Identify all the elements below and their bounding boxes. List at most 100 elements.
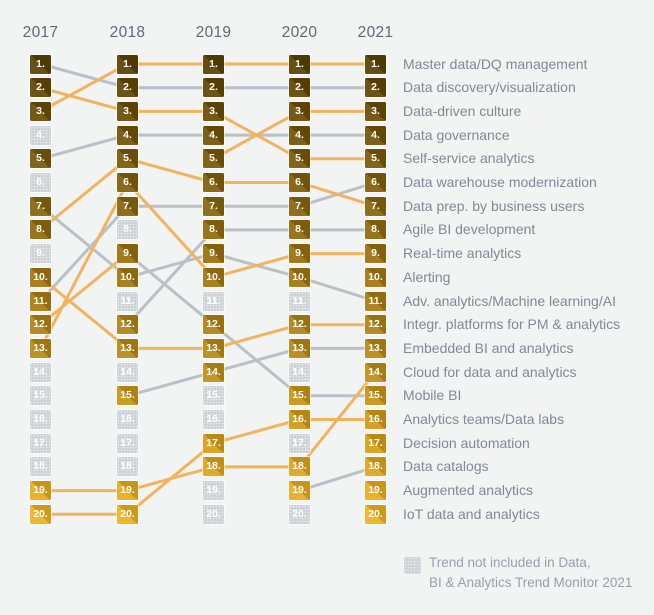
- rank-number: 5.: [36, 152, 45, 165]
- rank-box-2020-7: 7.: [289, 196, 310, 216]
- rank-box-2021-11: 11.: [365, 291, 386, 311]
- rank-number: 6.: [295, 176, 304, 188]
- rank-box-2020-6: 6.: [289, 173, 310, 192]
- rank-box-2021-10: 10.: [365, 267, 386, 287]
- rank-box-2020-20: 20.: [289, 504, 310, 524]
- trend-label-18: Data catalogs: [403, 458, 489, 475]
- rank-box-2021-6: 6.: [365, 173, 386, 192]
- rank-number: 9.: [371, 247, 380, 260]
- rank-box-2019-16: 16.: [203, 410, 224, 429]
- rank-box-2019-2: 2.: [203, 78, 224, 98]
- rank-box-2021-13: 13.: [365, 338, 386, 358]
- rank-number: 5.: [295, 152, 304, 165]
- rank-box-2018-10: 10.: [117, 267, 138, 287]
- trend-label-10: Alerting: [403, 268, 451, 285]
- rank-number: 2.: [371, 81, 380, 94]
- rank-box-2020-19: 19.: [289, 481, 310, 501]
- rank-number: 4.: [295, 128, 304, 141]
- rank-number: 17.: [33, 436, 48, 449]
- rank-box-2021-19: 19.: [365, 481, 386, 501]
- rank-box-2017-2: 2.: [30, 78, 51, 98]
- rank-box-2019-3: 3.: [203, 101, 224, 121]
- rank-box-2019-19: 19.: [203, 481, 224, 501]
- rank-box-2018-9: 9.: [117, 244, 138, 264]
- trend-label-15: Mobile BI: [403, 387, 462, 404]
- trend-label-6: Data warehouse modernization: [403, 174, 597, 190]
- rank-box-2021-1: 1.: [365, 54, 386, 74]
- trend-line-data-prep-by-business-users-2020: [299, 181, 376, 208]
- rank-number: 3.: [209, 104, 218, 117]
- rank-box-2021-20: 20.: [365, 504, 386, 524]
- rank-box-2021-14: 14.: [365, 362, 386, 382]
- rank-box-2018-5: 5.: [117, 149, 138, 169]
- rank-number: 14.: [33, 365, 48, 378]
- year-header-2017: 2017: [22, 24, 59, 41]
- rank-number: 9.: [36, 247, 45, 260]
- rank-box-2021-9: 9.: [365, 244, 386, 264]
- trend-label-19: Augmented analytics: [403, 482, 533, 499]
- rank-number: 17.: [206, 436, 221, 449]
- trend-label-3: Data-driven culture: [403, 102, 522, 119]
- rank-number: 19.: [292, 484, 307, 497]
- rank-number: 19.: [33, 484, 48, 497]
- rank-box-2019-17: 17.: [203, 433, 224, 453]
- rank-box-2018-4: 4.: [117, 125, 138, 145]
- rank-box-2021-8: 8.: [365, 220, 386, 240]
- rank-number: 9.: [295, 247, 304, 260]
- rank-box-2017-10: 10.: [30, 267, 51, 287]
- rank-number: 10.: [368, 270, 383, 283]
- rank-box-2020-2: 2.: [289, 78, 310, 98]
- trend-line-master-data-dq-management-2017: [39, 62, 129, 113]
- rank-box-2020-13: 13.: [289, 338, 310, 358]
- rank-number: 20.: [292, 507, 307, 520]
- rank-box-2018-12: 12.: [117, 315, 138, 335]
- rank-number: 16.: [120, 413, 135, 425]
- rank-number: 3.: [36, 104, 45, 117]
- rank-number: 1.: [209, 57, 218, 70]
- trend-line-integr-platforms-for-pm-analytics-2017: [39, 276, 129, 350]
- rank-number: 20.: [206, 507, 221, 520]
- rank-box-2018-19: 19.: [117, 481, 138, 501]
- rank-box-2020-8: 8.: [289, 220, 310, 240]
- rank-number: 11.: [33, 294, 48, 307]
- rank-number: 7.: [36, 199, 45, 212]
- trend-line-self-service-analytics-2017: [40, 86, 128, 113]
- rank-number: 8.: [371, 223, 380, 236]
- rank-number: 5.: [209, 152, 218, 165]
- rank-box-2021-17: 17.: [365, 433, 386, 453]
- rank-number: 6.: [36, 176, 45, 188]
- rank-box-2018-7: 7.: [117, 196, 138, 216]
- rank-number: 12.: [368, 318, 383, 331]
- rank-number: 18.: [368, 460, 383, 473]
- trend-line-analytics-teams-data-labs-2019: [213, 418, 300, 445]
- rank-box-2018-16: 16.: [117, 410, 138, 429]
- rank-number: 18.: [33, 460, 48, 473]
- rank-number: 16.: [368, 413, 383, 425]
- trend-label-8: Agile BI development: [403, 221, 536, 238]
- rank-number: 8.: [36, 223, 45, 236]
- rank-number: 13.: [292, 341, 307, 354]
- rank-number: 16.: [206, 413, 221, 425]
- rank-box-2017-16: 16.: [30, 410, 51, 429]
- rank-number: 2.: [209, 81, 218, 94]
- rank-number: 8.: [295, 223, 304, 236]
- rank-number: 19.: [120, 484, 135, 497]
- rank-number: 12.: [206, 318, 221, 331]
- rank-box-2017-1: 1.: [30, 54, 51, 74]
- trend-line-analytics-teams-data-labs-2018: [126, 442, 215, 516]
- rank-box-2019-18: 18.: [203, 457, 224, 477]
- year-header-2018: 2018: [109, 24, 146, 41]
- year-header-2020: 2020: [281, 24, 318, 41]
- rank-box-2021-18: 18.: [365, 457, 386, 477]
- rank-number: 18.: [292, 460, 307, 473]
- rank-number: 6.: [371, 176, 380, 188]
- rank-number: 1.: [36, 57, 45, 70]
- rank-number: 3.: [123, 104, 132, 117]
- rank-number: 7.: [209, 199, 218, 212]
- rank-number: 11.: [368, 294, 383, 307]
- rank-number: 2.: [123, 81, 132, 94]
- rank-number: 5.: [371, 152, 380, 165]
- rank-box-2021-16: 16.: [365, 410, 386, 429]
- rank-box-2021-3: 3.: [365, 101, 386, 121]
